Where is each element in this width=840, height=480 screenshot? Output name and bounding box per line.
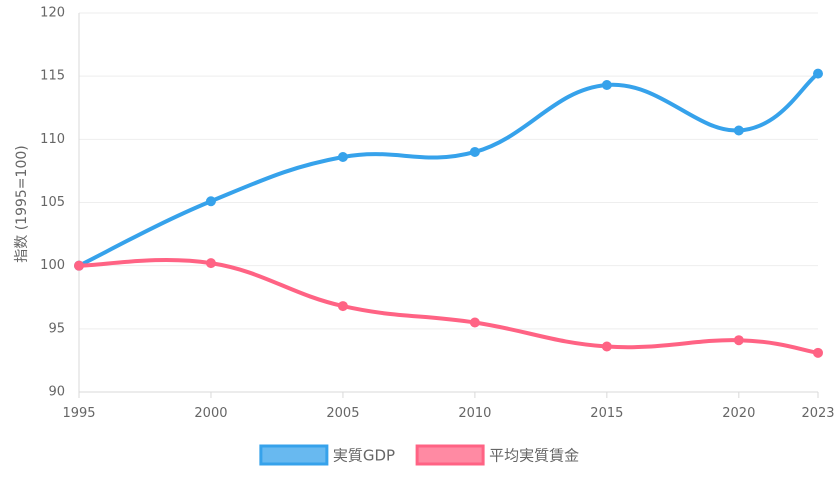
y-axis-label: 指数 (1995=100) — [14, 145, 30, 262]
data-point — [205, 196, 216, 207]
legend-swatch — [259, 444, 329, 466]
legend-item-1: 実質GDP — [259, 444, 395, 466]
data-point — [733, 125, 744, 136]
x-tick-label: 2000 — [194, 406, 227, 421]
y-tick-label: 120 — [40, 6, 65, 21]
data-point — [601, 80, 612, 91]
series-2 — [74, 258, 823, 358]
data-point — [733, 335, 744, 346]
legend-label: 実質GDP — [333, 447, 395, 465]
x-tick-label: 2010 — [458, 406, 491, 421]
x-tick-label: 2015 — [590, 406, 623, 421]
data-point — [813, 68, 823, 79]
data-point — [469, 317, 480, 328]
data-point — [469, 146, 480, 157]
y-tick-label: 110 — [40, 132, 65, 147]
y-tick-label: 100 — [40, 258, 65, 273]
data-point — [205, 258, 216, 269]
data-point — [601, 341, 612, 352]
y-tick-label: 115 — [40, 69, 65, 84]
y-tick-label: 105 — [40, 195, 65, 210]
series-1 — [74, 68, 823, 271]
legend-swatch — [415, 444, 485, 466]
x-tick-label: 2005 — [326, 406, 359, 421]
data-point — [813, 347, 823, 358]
x-tick-label: 2023 — [801, 406, 834, 421]
series-line — [77, 71, 820, 268]
grid — [79, 12, 818, 393]
y-tick-label: 90 — [48, 385, 65, 400]
legend-item-2: 平均実質賃金 — [415, 444, 579, 466]
data-point — [74, 260, 84, 271]
axes: 90 95 100 105 110 115 120 1995 2000 2005 2010 2015 2… — [40, 6, 834, 422]
series-line — [77, 258, 820, 355]
x-tick-label: 1995 — [62, 406, 95, 421]
x-tick-label: 2020 — [722, 406, 755, 421]
data-point — [337, 301, 348, 312]
data-point — [337, 152, 348, 163]
series-group — [74, 68, 823, 358]
y-tick-label: 95 — [48, 321, 65, 336]
legend-label: 平均実質賃金 — [489, 447, 579, 465]
legend: 実質GDP 平均実質賃金 — [259, 444, 579, 466]
